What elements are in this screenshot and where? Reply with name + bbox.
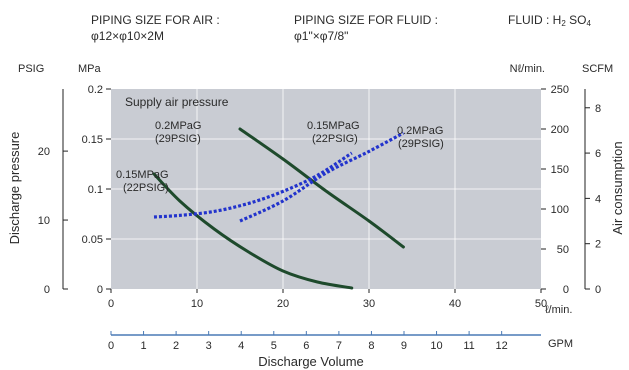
tick-label-gpm: 2	[173, 340, 179, 352]
tick-label-gpm: 11	[463, 340, 474, 352]
label-consumption-02-line1: 0.2MPaG	[397, 125, 443, 137]
tick-label-psig: 10	[38, 215, 50, 227]
y-unit-psig: PSIG	[18, 63, 44, 75]
tick-label-nl: 200	[551, 124, 569, 136]
pressure-line-1	[152, 172, 354, 290]
tick-label-gpm: 8	[368, 340, 374, 352]
air-piping-value: φ12×φ10×2M	[91, 29, 164, 43]
y-axis-title: Discharge pressure	[7, 132, 22, 245]
tick-label-mpa: 0	[97, 284, 103, 296]
plot-label: Supply air pressure	[125, 95, 229, 109]
fluid-type-so-sub: 4	[586, 19, 591, 28]
x2-unit-gpm: GPM	[548, 338, 573, 350]
fluid-piping-value: φ1"×φ7/8"	[294, 29, 348, 43]
tick-label-x: 40	[449, 298, 461, 310]
label-consumption-015-line2: (22PSIG)	[312, 133, 358, 145]
label-consumption-015-line1: 0.15MPaG	[307, 120, 360, 132]
tick-label-scfm: 0	[595, 284, 601, 296]
label-pressure-02-line2: (29PSIG)	[155, 133, 201, 145]
pressure-line-0	[238, 127, 405, 249]
grid	[111, 89, 541, 289]
tick-label-gpm: 0	[108, 340, 114, 352]
tick-label-gpm: 6	[303, 340, 309, 352]
y-unit-mpa: MPa	[78, 63, 102, 75]
fluid-type: FLUID : H2 SO4	[508, 13, 591, 28]
tick-label-gpm: 7	[336, 340, 342, 352]
series-label-pressure-015: 0.15MPaG (22PSIG)	[116, 169, 169, 194]
chart-header: PIPING SIZE FOR AIR : φ12×φ10×2M PIPING …	[91, 13, 591, 43]
tick-label-scfm: 6	[595, 148, 601, 160]
x-axis-title: Discharge Volume	[258, 354, 364, 369]
consumption-line-1	[239, 131, 405, 223]
consumption-line-0	[153, 151, 353, 219]
ticks: 00.050.10.150.20102005010015020025002468…	[38, 84, 601, 352]
tick-label-x: 10	[191, 298, 203, 310]
tick-label-scfm: 4	[595, 193, 601, 205]
tick-label-scfm: 8	[595, 103, 601, 115]
tick-label-x: 20	[277, 298, 289, 310]
tick-label-gpm: 10	[430, 340, 442, 352]
tick-label-psig: 0	[44, 284, 50, 296]
tick-label-gpm: 12	[496, 340, 508, 352]
tick-label-gpm: 3	[206, 340, 212, 352]
fluid-type-h-sub: 2	[561, 19, 566, 28]
series-label-consumption-015: 0.15MPaG (22PSIG)	[307, 120, 360, 145]
tick-label-mpa: 0.05	[82, 234, 103, 246]
tick-label-x: 50	[535, 298, 547, 310]
tick-label-mpa: 0.2	[88, 84, 103, 96]
tick-label-gpm: 4	[238, 340, 244, 352]
fluid-type-h: H	[553, 13, 562, 27]
tick-label-scfm: 2	[595, 239, 601, 251]
y2-unit-scfm: SCFM	[582, 63, 613, 75]
tick-label-mpa: 0.15	[82, 134, 103, 146]
tick-label-gpm: 1	[140, 340, 146, 352]
fluid-type-so: SO	[566, 13, 587, 27]
fluid-type-label: FLUID :	[508, 13, 553, 27]
fluid-piping-label: PIPING SIZE FOR FLUID :	[294, 13, 438, 27]
tick-label-x: 30	[363, 298, 375, 310]
tick-label-mpa: 0.1	[88, 184, 103, 196]
label-pressure-02-line1: 0.2MPaG	[155, 120, 201, 132]
tick-label-psig: 20	[38, 146, 50, 158]
label-consumption-02-line2: (29PSIG)	[398, 138, 444, 150]
label-pressure-015-line2: (22PSIG)	[123, 182, 169, 194]
tick-label-nl: 150	[551, 164, 569, 176]
tick-label-gpm: 5	[271, 340, 277, 352]
series-label-consumption-02: 0.2MPaG (29PSIG)	[397, 125, 444, 150]
y2-unit-nl: Nℓ/min.	[510, 63, 545, 75]
tick-label-gpm: 9	[401, 340, 407, 352]
tick-label-nl: 100	[551, 204, 569, 216]
marks	[152, 127, 405, 290]
y2-axis-title: Air consumption	[610, 141, 625, 234]
tick-label-nl: 0	[563, 284, 569, 296]
x-unit-lmin: ℓ/min.	[545, 304, 572, 316]
series-label-pressure-02: 0.2MPaG (29PSIG)	[155, 120, 201, 145]
tick-label-nl: 50	[557, 244, 569, 256]
air-piping-label: PIPING SIZE FOR AIR :	[91, 13, 220, 27]
label-pressure-015-line1: 0.15MPaG	[116, 169, 169, 181]
tick-label-x: 0	[108, 298, 114, 310]
tick-label-nl: 250	[551, 84, 569, 96]
